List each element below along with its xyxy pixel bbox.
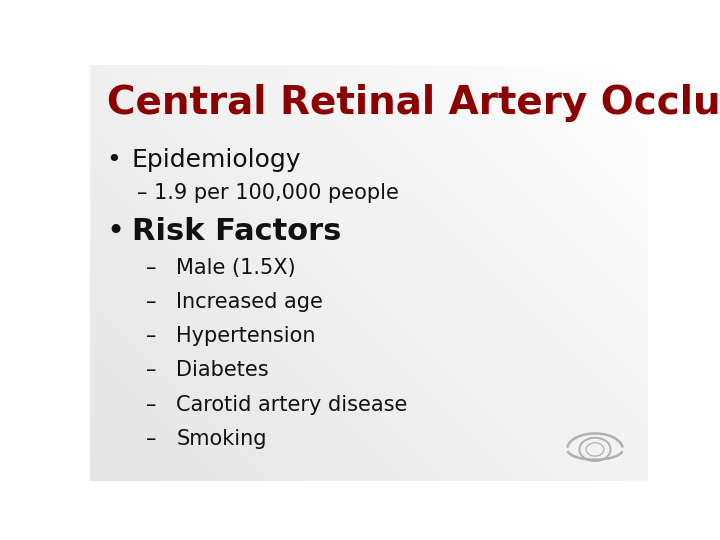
Text: Male (1.5X): Male (1.5X) bbox=[176, 258, 296, 278]
Text: Risk Factors: Risk Factors bbox=[132, 217, 341, 246]
Text: –: – bbox=[145, 360, 156, 381]
Text: –: – bbox=[145, 258, 156, 278]
Text: –: – bbox=[145, 292, 156, 312]
Text: Smoking: Smoking bbox=[176, 429, 267, 449]
Text: – 1.9 per 100,000 people: – 1.9 per 100,000 people bbox=[138, 183, 400, 203]
Text: •: • bbox=[107, 217, 125, 246]
Text: Carotid artery disease: Carotid artery disease bbox=[176, 395, 408, 415]
Text: Diabetes: Diabetes bbox=[176, 360, 269, 381]
Text: Epidemiology: Epidemiology bbox=[132, 148, 302, 172]
Text: •: • bbox=[107, 148, 122, 172]
Text: –: – bbox=[145, 395, 156, 415]
Text: –: – bbox=[145, 326, 156, 346]
Text: Central Retinal Artery Occlusion: Central Retinal Artery Occlusion bbox=[107, 84, 720, 122]
Text: Hypertension: Hypertension bbox=[176, 326, 316, 346]
Text: Increased age: Increased age bbox=[176, 292, 323, 312]
Text: –: – bbox=[145, 429, 156, 449]
